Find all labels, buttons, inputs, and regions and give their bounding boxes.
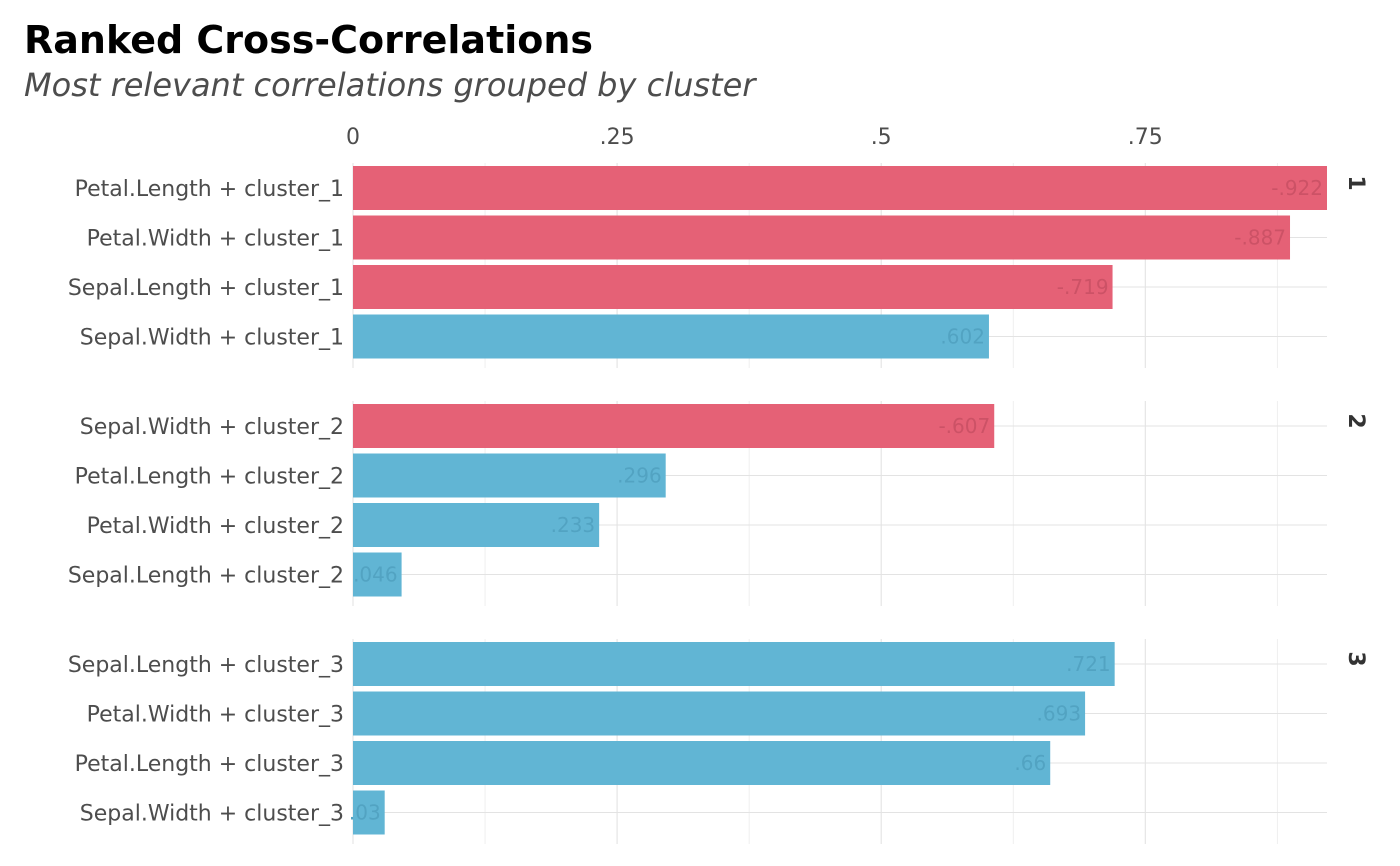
bar-value-label: .66 xyxy=(1014,751,1046,775)
y-category-label: Sepal.Width + cluster_2 xyxy=(80,415,344,440)
correlation-bar xyxy=(353,642,1115,686)
labels-layer: 1 Petal.Length + cluster_1 -.922 Petal.Widt… xyxy=(68,175,1368,826)
correlation-bar xyxy=(353,404,995,448)
facet-strip-label: 2 xyxy=(1343,413,1368,428)
bars-layer xyxy=(353,166,1327,835)
y-category-label: Sepal.Width + cluster_1 xyxy=(80,326,344,351)
bar-value-label: .721 xyxy=(1066,652,1111,676)
bar-value-label: -.719 xyxy=(1057,275,1109,299)
correlation-bar xyxy=(353,453,666,498)
y-category-label: Sepal.Length + cluster_3 xyxy=(68,653,344,678)
y-category-label: Petal.Width + cluster_1 xyxy=(87,227,344,252)
correlation-bar xyxy=(353,314,989,359)
y-category-label: Sepal.Length + cluster_2 xyxy=(68,564,344,589)
y-category-label: Sepal.Length + cluster_1 xyxy=(68,276,344,301)
facet-strip-label: 3 xyxy=(1343,651,1368,666)
correlation-bar xyxy=(353,215,1291,260)
x-tick-label: .5 xyxy=(871,125,892,150)
correlation-bar xyxy=(353,691,1086,736)
x-axis-ticks: 0 .25 .5 .75 xyxy=(346,125,1163,150)
bar-value-label: .296 xyxy=(617,464,662,488)
bar-value-label: .233 xyxy=(551,513,596,537)
correlation-bar xyxy=(353,503,600,547)
y-category-label: Petal.Length + cluster_3 xyxy=(75,752,344,777)
bar-value-label: .602 xyxy=(940,325,985,349)
y-category-label: Petal.Length + cluster_2 xyxy=(75,465,344,490)
y-category-label: Petal.Width + cluster_3 xyxy=(87,703,344,728)
y-category-label: Sepal.Width + cluster_3 xyxy=(80,802,344,827)
correlation-bar xyxy=(353,790,385,835)
correlation-bar xyxy=(353,265,1113,309)
x-tick-label: .75 xyxy=(1128,125,1163,150)
bar-value-label: -.887 xyxy=(1234,226,1286,250)
correlation-bar xyxy=(353,166,1327,210)
x-tick-label: 0 xyxy=(346,125,360,150)
bar-value-label: -.607 xyxy=(938,414,990,438)
bar-value-label: .03 xyxy=(349,801,381,825)
bar-value-label: .693 xyxy=(1037,702,1082,726)
y-category-label: Petal.Length + cluster_1 xyxy=(75,177,344,202)
chart-title: Ranked Cross-Correlations xyxy=(24,18,593,62)
chart-subtitle: Most relevant correlations grouped by cl… xyxy=(24,66,757,104)
bar-value-label: .046 xyxy=(353,563,398,587)
y-category-label: Petal.Width + cluster_2 xyxy=(87,514,344,539)
facet-strip-label: 1 xyxy=(1343,175,1368,190)
bar-value-label: -.922 xyxy=(1271,176,1323,200)
x-tick-label: .25 xyxy=(600,125,635,150)
correlation-bar xyxy=(353,552,402,597)
correlation-bar xyxy=(353,741,1051,785)
